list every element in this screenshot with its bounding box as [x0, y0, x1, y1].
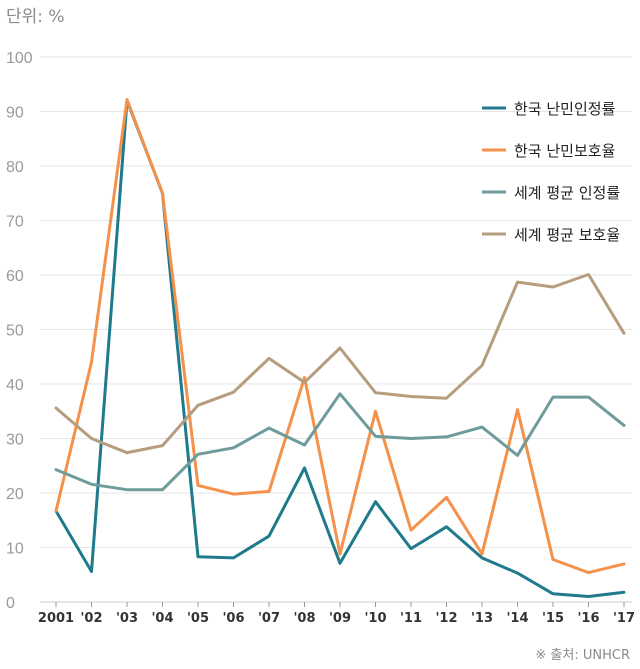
- y-tick-label: 90: [6, 105, 24, 122]
- y-tick-label: 60: [6, 268, 24, 285]
- legend-label: 한국 난민인정률: [514, 100, 616, 118]
- legend-label: 세계 평균 인정률: [514, 184, 620, 202]
- x-tick-label: '05: [187, 611, 209, 626]
- y-tick-label: 50: [6, 323, 24, 340]
- y-tick-label: 100: [6, 50, 33, 67]
- series-line-4: [54, 273, 626, 455]
- x-tick-label: '03: [116, 611, 138, 626]
- x-tick-label: '06: [222, 611, 244, 626]
- y-tick-label: 20: [6, 486, 24, 503]
- x-tick-label: '13: [471, 611, 493, 626]
- x-tick-label: 2001: [38, 611, 74, 626]
- y-tick-label: 30: [6, 432, 24, 449]
- gridlines: [40, 56, 632, 603]
- y-axis-ticks: 0 10 20 30 40 50 60 70 80 90 100: [6, 50, 33, 612]
- x-tick-label: '14: [506, 611, 528, 626]
- legend-item: 한국 난민보호율: [482, 142, 615, 160]
- x-tick-label: '08: [293, 611, 315, 626]
- x-tick-label: '09: [329, 611, 351, 626]
- y-tick-label: 80: [6, 159, 24, 176]
- legend-item: 세계 평균 보호율: [482, 226, 620, 244]
- series-lines: [54, 98, 626, 598]
- x-tick-label: '12: [435, 611, 457, 626]
- x-tick-label: '10: [364, 611, 386, 626]
- x-tick-label: '07: [258, 611, 280, 626]
- y-tick-label: 10: [6, 541, 24, 558]
- x-tick-label: '17: [613, 611, 635, 626]
- source-note: ※ 출처: UNHCR: [535, 648, 630, 663]
- legend-label: 세계 평균 보호율: [514, 226, 620, 244]
- x-tick-label: '11: [400, 611, 422, 626]
- y-tick-label: 70: [6, 214, 24, 231]
- x-axis-ticks: 2001 '02 '03 '04 '05 '06 '07 '08 '09 '10 '11 '12 '13…: [38, 602, 635, 626]
- unit-label: 단위: %: [6, 7, 65, 27]
- legend-item: 한국 난민인정률: [482, 100, 616, 118]
- y-tick-label: 40: [6, 377, 24, 394]
- series-line-2: [54, 98, 626, 575]
- x-tick-label: '15: [542, 611, 564, 626]
- series-line-3: [54, 392, 626, 492]
- x-tick-label: '16: [577, 611, 599, 626]
- x-tick-label: '04: [151, 611, 173, 626]
- legend-label: 한국 난민보호율: [514, 142, 615, 160]
- legend-item: 세계 평균 인정률: [482, 184, 620, 202]
- x-tick-label: '02: [80, 611, 102, 626]
- y-tick-label: 0: [6, 595, 15, 612]
